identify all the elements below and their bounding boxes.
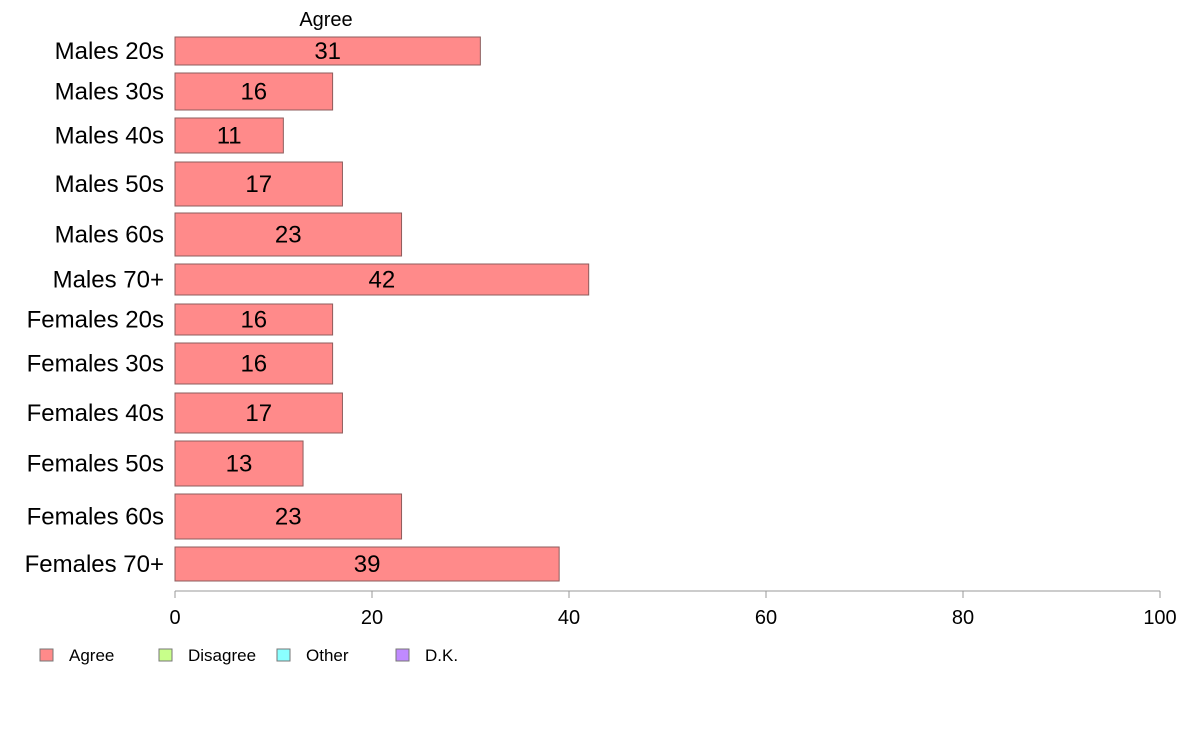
bar-value-label: 16 xyxy=(240,351,267,378)
legend-label: D.K. xyxy=(425,646,458,665)
category-label: Females 50s xyxy=(27,451,164,478)
legend-swatch xyxy=(395,648,410,662)
category-label: Males 30s xyxy=(55,79,164,106)
bar-value-label: 17 xyxy=(245,171,272,198)
bar xyxy=(174,263,590,296)
category-label: Males 70+ xyxy=(53,267,164,294)
x-tick-label: 60 xyxy=(755,607,777,629)
legend-label: Agree xyxy=(69,646,114,665)
category-label: Females 30s xyxy=(27,351,164,378)
category-label: Males 40s xyxy=(55,123,164,150)
x-tick-label: 40 xyxy=(558,607,580,629)
bar xyxy=(174,72,334,111)
bar xyxy=(174,161,343,207)
bar xyxy=(174,493,403,540)
legend-swatch xyxy=(276,648,291,662)
bar xyxy=(174,440,304,487)
category-label: Females 20s xyxy=(27,307,164,334)
bars xyxy=(174,36,590,582)
legend-label: Disagree xyxy=(188,646,256,665)
bar xyxy=(174,303,334,336)
bar-value-label: 16 xyxy=(240,307,267,334)
category-label: Males 60s xyxy=(55,222,164,249)
bar-value-label: 31 xyxy=(314,38,341,65)
bar-value-label: 39 xyxy=(354,551,381,578)
bar xyxy=(174,342,334,385)
x-axis: 0 20 40 60 80 100 xyxy=(169,590,1177,629)
legend-swatch xyxy=(158,648,173,662)
bar xyxy=(174,212,403,257)
column-title: Agree xyxy=(299,9,352,31)
bar xyxy=(174,392,343,434)
bar-value-label: 11 xyxy=(217,123,242,150)
bar-value-label: 16 xyxy=(240,79,267,106)
category-label: Females 40s xyxy=(27,400,164,427)
category-label: Males 50s xyxy=(55,171,164,198)
legend: Agree Disagree Other D.K. xyxy=(39,646,458,665)
x-tick-label: 100 xyxy=(1143,607,1176,629)
bar xyxy=(174,546,560,582)
legend-swatch xyxy=(39,648,54,662)
category-label: Males 20s xyxy=(55,38,164,65)
category-labels: Males 20s Males 30s Males 40s Males 50s Male… xyxy=(25,38,164,578)
bar xyxy=(174,117,284,154)
x-tick-label: 80 xyxy=(952,607,974,629)
bar-value-label: 17 xyxy=(245,400,272,427)
x-tick-label: 20 xyxy=(361,607,383,629)
bar xyxy=(174,36,481,66)
bar-value-label: 23 xyxy=(275,222,302,249)
category-label: Females 70+ xyxy=(25,551,164,578)
bar-value-label: 23 xyxy=(275,504,302,531)
category-label: Females 60s xyxy=(27,504,164,531)
bar-value-label: 13 xyxy=(226,451,253,478)
x-tick-label: 0 xyxy=(169,607,180,629)
legend-label: Other xyxy=(306,646,349,665)
bar-value-label: 42 xyxy=(368,267,395,294)
